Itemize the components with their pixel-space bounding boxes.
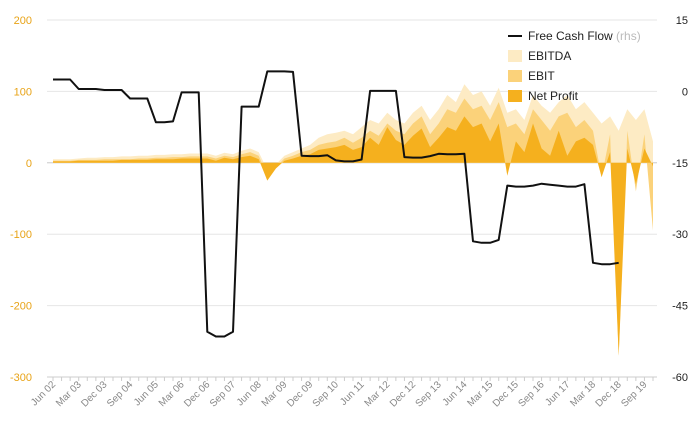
x-tick-label: Dec 18 xyxy=(594,379,624,409)
legend-label: Net Profit xyxy=(528,89,579,103)
legend-swatch xyxy=(508,50,522,62)
x-tick-label: Sep 13 xyxy=(414,379,444,409)
line-series-group xyxy=(53,70,619,338)
x-tick-label: Jun 17 xyxy=(543,379,572,408)
x-tick-label: Jun 14 xyxy=(441,379,470,408)
right-tick-label: -45 xyxy=(672,301,688,313)
right-tick-label: 0 xyxy=(682,86,688,98)
legend-suffix: (rhs) xyxy=(613,29,641,43)
x-tick-label: Mar 06 xyxy=(157,379,187,409)
x-tick-label: Dec 09 xyxy=(285,379,315,409)
area-series-group xyxy=(53,84,653,356)
x-tick-label: Mar 18 xyxy=(568,379,598,409)
x-tick-label: Dec 15 xyxy=(491,379,521,409)
line-free-cash-flow xyxy=(53,70,619,338)
legend-swatch xyxy=(508,90,522,102)
legend: Free Cash Flow (rhs) EBITDA EBIT Net Profit xyxy=(508,29,641,103)
x-tick-label: Jun 08 xyxy=(235,379,264,408)
x-tick-label: Mar 15 xyxy=(465,379,495,409)
right-tick-label: 15 xyxy=(676,15,688,27)
x-tick-label: Sep 16 xyxy=(516,379,546,409)
x-tick-label: Dec 12 xyxy=(388,379,418,409)
left-tick-label: -200 xyxy=(10,301,32,313)
left-tick-label: 100 xyxy=(14,86,32,98)
x-tick-label: Sep 10 xyxy=(311,379,341,409)
legend-label: Free Cash Flow (rhs) xyxy=(528,29,641,43)
left-tick-label: -300 xyxy=(10,372,32,384)
grid xyxy=(47,19,657,378)
area-net-profit xyxy=(53,116,653,356)
x-tick-label: Dec 03 xyxy=(79,379,109,409)
x-tick-label: Jun 05 xyxy=(132,379,161,408)
legend-swatch xyxy=(508,70,522,82)
x-tick-label: Sep 04 xyxy=(105,379,135,409)
left-tick-label: 200 xyxy=(14,15,32,27)
x-tick-label: Dec 06 xyxy=(182,379,212,409)
x-tick-label: Mar 12 xyxy=(363,379,393,409)
x-tick-label: Mar 09 xyxy=(260,379,290,409)
x-tick-label: Sep 07 xyxy=(208,379,238,409)
right-tick-label: -30 xyxy=(672,229,688,241)
legend-label: EBIT xyxy=(528,69,555,83)
left-tick-label: -100 xyxy=(10,229,32,241)
legend-label: EBITDA xyxy=(528,49,571,63)
x-tick-label: Jun 11 xyxy=(338,379,367,408)
right-tick-label: -60 xyxy=(672,372,688,384)
x-tick-label: Sep 19 xyxy=(619,379,649,409)
right-tick-label: -15 xyxy=(672,158,688,170)
x-tick-label: Mar 03 xyxy=(54,379,84,409)
left-axis: 200 100 0 -100 -200 -300 xyxy=(10,15,32,384)
left-tick-label: 0 xyxy=(26,158,32,170)
x-tick-label: Jun 02 xyxy=(29,379,58,408)
right-axis: 15 0 -15 -30 -45 -60 xyxy=(672,15,688,384)
